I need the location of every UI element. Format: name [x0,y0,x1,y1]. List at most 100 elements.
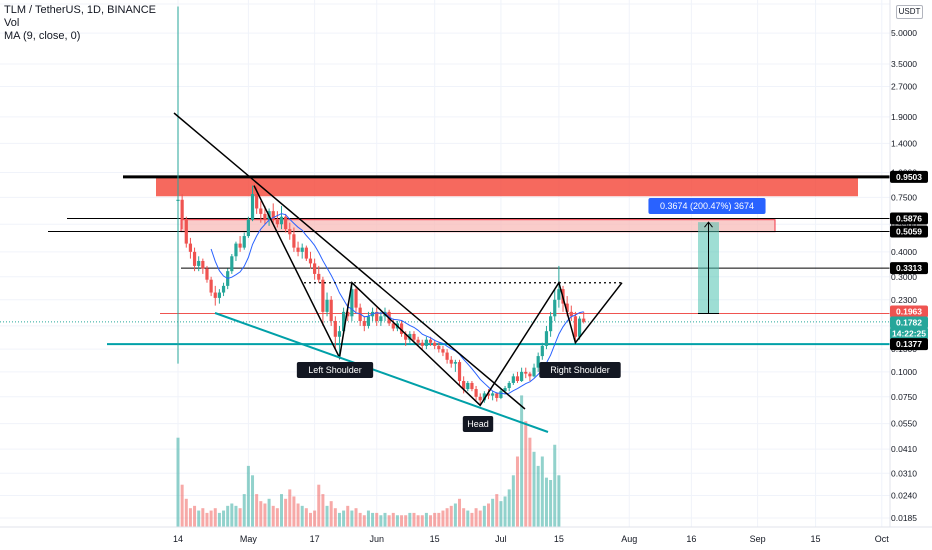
volume-bar [180,484,184,527]
candle-body [569,311,573,317]
volume-bar [342,510,346,527]
chart-grid [0,0,890,527]
time-tick-label: Oct [875,534,890,544]
volume-bar [540,456,544,527]
volume-bar [234,505,238,527]
candle-body [201,260,205,269]
price-tag-text: 0.5059 [896,227,922,237]
volume-bar [511,475,515,527]
volume-bar [383,512,387,527]
candle-body [462,381,466,390]
candlesticks [176,6,586,406]
chart-legend: TLM / TetherUS, 1D, BINANCE Vol MA (9, c… [4,4,156,43]
volume-bar [520,395,524,527]
candle-body [416,339,420,343]
volume-bar [524,421,528,527]
candle-body [549,316,553,332]
ma-line [210,213,584,395]
candle-body [536,356,540,368]
volume-bar [453,503,457,527]
volume-bar [371,512,375,527]
volume-bar [321,494,325,527]
candle-body [350,289,354,317]
volume-bar [478,510,482,527]
candle-body [197,260,201,266]
price-tag-text: 0.9503 [896,172,922,182]
candle-body [470,382,474,390]
support-line [214,312,549,433]
currency-selector[interactable]: USDT [896,5,923,19]
measure-label: 0.3674 (200.47%) 3674 [648,198,766,214]
time-tick-label: Aug [621,534,637,544]
candle-body [308,258,313,264]
right-shoulder-label-text: Right Shoulder [550,365,610,375]
price-tag-text: 0.1782 [896,317,922,327]
volume-bar [549,480,553,527]
ma-indicator-label[interactable]: MA (9, close, 0) [4,30,81,42]
price-tick-label: 1.4000 [891,138,917,148]
volume-bar [222,510,226,527]
volume-bar [544,477,548,527]
candle-body [453,362,457,364]
volume-bar [358,512,362,527]
volume-bar [429,515,433,527]
zone-lower [180,219,776,233]
volume-bar [255,494,259,527]
symbol-title[interactable]: TLM / TetherUS, 1D, BINANCE [4,4,157,16]
volume-bar [495,494,499,527]
volume-bar [366,510,370,527]
volume-bar [557,475,561,527]
price-tick-label: 0.0240 [891,490,917,500]
volume-bar [308,512,312,527]
price-tag-bg [890,338,928,351]
measure-arrow-head [704,221,713,228]
volume-bar [259,501,263,527]
volume-bar [404,515,408,527]
volume-bar [288,489,292,527]
volume-bar [507,489,511,527]
candle-body [342,311,346,332]
price-tags: 0.9503 0.5876 0.5059 0.3313 0.19630.178214:2… [890,170,928,351]
volume-bar [350,510,354,527]
price-tag-bg [890,327,928,340]
candle-body [499,391,503,398]
candle-body [296,247,300,252]
price-tick-label: 0.2300 [891,295,917,305]
volume-bar [474,508,478,527]
price-tag-text: 14:22:25 [892,328,926,338]
candle-body [279,216,284,225]
price-tick-label: 0.0310 [891,468,917,478]
volume-bar [230,503,234,527]
candle-body [474,389,478,397]
volume-bar [242,494,246,527]
volume-bar [267,498,271,527]
right-shoulder-label: Right Shoulder [539,362,621,378]
candle-body [250,194,255,220]
candle-body [412,333,416,340]
candle-body [238,243,242,248]
candle-body [304,247,308,259]
volume-bar [300,505,304,527]
candle-body [433,342,437,346]
volume-bar [217,512,221,527]
head-label-text: Head [467,419,489,429]
time-axis: 14 May 17 Jun 15 Jul 15 Aug 16 Sep 15 Oct [0,526,932,544]
price-tag: 0.5876 [890,212,928,225]
candle-body [495,393,499,398]
candle-body [209,279,213,293]
candle-body [213,292,217,298]
candle-body [176,199,180,201]
candle-body [486,393,491,396]
volume-bar [499,501,503,527]
volume-bar [379,515,383,527]
volume-bar [346,505,350,527]
candle-body [346,311,350,317]
zone-upper [156,176,858,197]
volume-bar [458,498,462,527]
volume-indicator-label[interactable]: Vol [4,17,20,29]
time-tick-label: 15 [811,534,821,544]
volume-bar [503,496,507,527]
candle-body [337,331,342,337]
candle-body [246,219,250,237]
